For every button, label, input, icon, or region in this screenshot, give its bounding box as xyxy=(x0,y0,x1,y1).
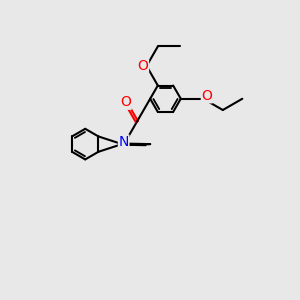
Text: O: O xyxy=(138,59,148,73)
Text: O: O xyxy=(120,95,131,109)
Text: N: N xyxy=(118,135,129,149)
Text: O: O xyxy=(201,89,212,103)
